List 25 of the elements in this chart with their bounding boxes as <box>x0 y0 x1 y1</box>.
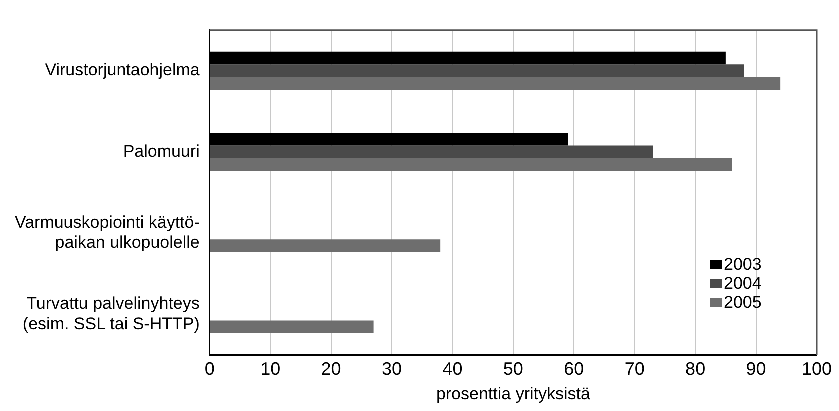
y-tick-label: Varmuuskopiointi käyttö- paikan ulkopuolelle <box>15 212 200 252</box>
y-tick-label: Turvattu palvelinyhteys (esim. SSL tai S-HTTP) <box>22 294 200 334</box>
x-tick-label: 50 <box>503 358 524 379</box>
legend-label: 2003 <box>724 255 762 274</box>
legend-label: 2004 <box>724 274 762 293</box>
x-tick-label: 70 <box>624 358 645 379</box>
x-tick-label: 40 <box>442 358 463 379</box>
y-tick-label: Palomuuri <box>123 142 200 161</box>
x-tick-label: 80 <box>686 358 706 379</box>
x-axis-title: prosenttia yrityksistä <box>436 384 591 404</box>
x-tick-label: 10 <box>260 358 281 379</box>
bar <box>210 64 744 78</box>
x-tick-label: 90 <box>746 358 766 379</box>
y-tick-label: Virustorjuntaohjelma <box>45 60 200 80</box>
bar <box>210 240 441 252</box>
bar <box>210 158 732 172</box>
bar <box>210 77 781 90</box>
x-tick-label: 100 <box>802 358 832 379</box>
bar <box>210 320 374 334</box>
x-tick-label: 0 <box>204 358 215 379</box>
x-tick-label: 60 <box>564 358 584 379</box>
bar <box>210 146 654 158</box>
x-tick-label: 30 <box>382 358 402 379</box>
legend-label: 2005 <box>724 293 762 312</box>
x-tick-label: 20 <box>321 358 342 379</box>
